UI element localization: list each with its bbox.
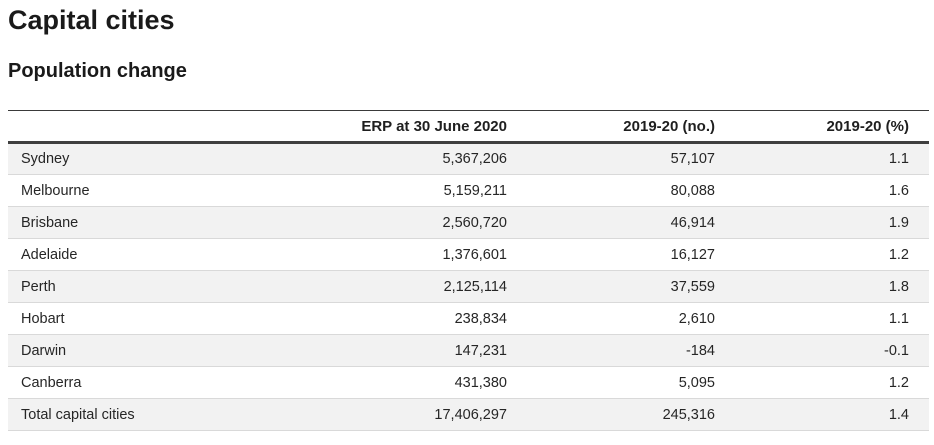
erp-cell: 5,367,206 (442, 151, 507, 167)
erp-cell: 2,125,114 (443, 278, 507, 295)
table-row: Perth 2,125,114 37,559 1.8 (8, 270, 929, 303)
change-pct-cell: 1.9 (888, 214, 909, 231)
erp-cell: 431,380 (454, 374, 507, 391)
city-name-cell: Adelaide (21, 246, 78, 263)
column-header-change-no: 2019-20 (no.) (623, 117, 715, 135)
change-pct-cell: 1.8 (888, 278, 909, 295)
erp-cell: 1,376,601 (442, 246, 507, 263)
change-no-cell: 2,610 (678, 310, 715, 327)
change-no-cell: -184 (685, 342, 715, 359)
table-header: ERP at 30 June 2020 2019-20 (no.) 2019-2… (8, 110, 929, 143)
city-name-cell: Total capital cities (21, 406, 135, 423)
city-name-cell: Hobart (21, 310, 65, 327)
population-change-table: ERP at 30 June 2020 2019-20 (no.) 2019-2… (8, 110, 929, 431)
erp-cell: 5,159,211 (443, 182, 507, 199)
change-pct-cell: 1.1 (888, 310, 909, 327)
change-no-cell: 57,107 (670, 151, 715, 167)
city-name-cell: Brisbane (21, 214, 79, 231)
change-pct-cell: 1.4 (888, 406, 909, 423)
change-pct-cell: 1.1 (888, 151, 909, 167)
page-subtitle: Population change (8, 60, 187, 82)
city-name-cell: Melbourne (21, 182, 90, 199)
change-pct-cell: -0.1 (884, 342, 909, 359)
table-row: Melbourne 5,159,211 80,088 1.6 (8, 175, 929, 207)
city-name-cell: Perth (21, 278, 56, 295)
change-no-cell: 16,127 (670, 246, 715, 263)
header-row: ERP at 30 June 2020 2019-20 (no.) 2019-2… (8, 110, 929, 143)
erp-cell: 147,231 (454, 342, 507, 359)
column-header-erp: ERP at 30 June 2020 (361, 117, 507, 135)
erp-cell: 17,406,297 (434, 406, 507, 423)
table-row: Darwin 147,231 -184 -0.1 (8, 334, 929, 367)
city-name-cell: Sydney (21, 151, 70, 167)
page-title: Capital cities (8, 5, 175, 35)
change-no-cell: 46,914 (670, 214, 715, 231)
change-no-cell: 5,095 (678, 374, 715, 391)
table-body: Sydney 5,367,206 57,107 1.1 Melbourne 5,… (8, 142, 929, 431)
table-row: Canberra 431,380 5,095 1.2 (8, 367, 929, 399)
table-row: Brisbane 2,560,720 46,914 1.9 (8, 206, 929, 239)
table-row: Hobart 238,834 2,610 1.1 (8, 303, 929, 335)
change-pct-cell: 1.6 (888, 182, 909, 199)
change-pct-cell: 1.2 (888, 246, 909, 263)
city-name-cell: Darwin (21, 342, 67, 359)
table-row: Adelaide 1,376,601 16,127 1.2 (8, 239, 929, 271)
column-header-change-pct: 2019-20 (%) (826, 117, 909, 135)
change-no-cell: 245,316 (662, 406, 715, 423)
city-name-cell: Canberra (21, 374, 82, 391)
erp-cell: 238,834 (454, 310, 507, 327)
change-no-cell: 37,559 (670, 278, 715, 295)
change-no-cell: 80,088 (670, 182, 715, 199)
column-header-city (8, 111, 305, 143)
table-row: Sydney 5,367,206 57,107 1.1 (8, 142, 929, 175)
table-row: Total capital cities 17,406,297 245,316 … (8, 398, 929, 431)
erp-cell: 2,560,720 (442, 214, 507, 231)
change-pct-cell: 1.2 (888, 374, 909, 391)
